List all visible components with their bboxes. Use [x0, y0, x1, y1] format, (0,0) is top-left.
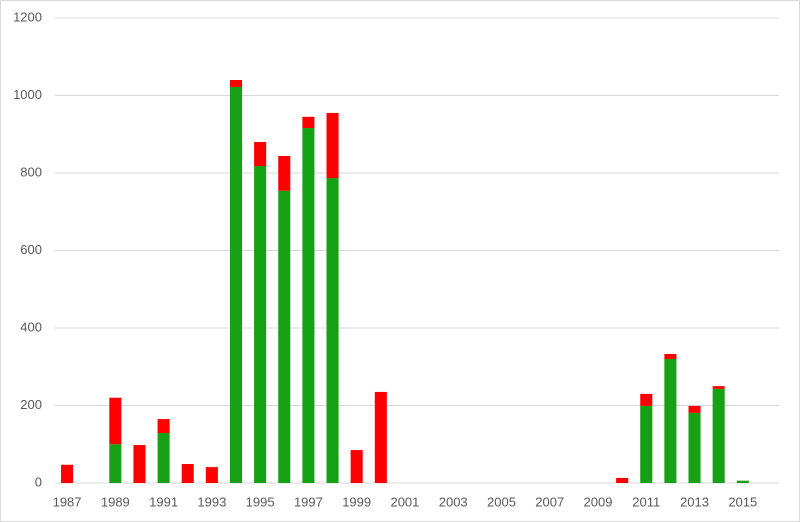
bar-segment	[109, 444, 122, 483]
bar-segment	[736, 480, 749, 483]
bar-segment	[278, 155, 291, 191]
x-tick-label: 1999	[342, 494, 371, 509]
bar-segment	[61, 464, 74, 483]
bar-segment	[254, 142, 267, 167]
bar-segment	[326, 112, 339, 179]
bar-segment	[326, 178, 339, 483]
labels: 0 200 400 600 800 1000 1200 1987 1989 1991 1993 199…	[13, 9, 757, 509]
x-tick-label: 2009	[584, 494, 613, 509]
bar-segment	[712, 386, 725, 389]
bar-segment	[229, 86, 243, 483]
bar-segment	[278, 190, 291, 483]
bar-segment	[712, 388, 725, 483]
y-tick-label: 1200	[13, 9, 42, 24]
bar-segment	[254, 166, 267, 483]
x-tick-label: 1997	[294, 494, 323, 509]
x-tick-label: 2001	[390, 494, 419, 509]
bar-segment	[302, 128, 315, 484]
bar-segment	[157, 419, 170, 434]
x-tick-label: 1989	[101, 494, 130, 509]
grid	[55, 17, 779, 484]
bar-segment	[350, 450, 363, 483]
x-tick-label: 2013	[680, 494, 709, 509]
x-tick-label: 2003	[439, 494, 468, 509]
bar-segment	[205, 467, 218, 483]
bar-segment	[302, 116, 315, 129]
bar-segment	[640, 405, 653, 483]
y-tick-label: 800	[20, 164, 42, 179]
bar-segment	[181, 464, 194, 483]
x-tick-label: 1991	[149, 494, 178, 509]
bar-segment	[688, 405, 701, 413]
x-tick-label: 1987	[53, 494, 82, 509]
y-tick-label: 0	[35, 474, 42, 489]
x-tick-label: 1995	[246, 494, 275, 509]
y-tick-label: 600	[20, 242, 42, 257]
bars	[61, 80, 749, 484]
bar-segment	[157, 433, 170, 483]
bar-segment	[616, 477, 629, 483]
x-tick-label: 2015	[728, 494, 757, 509]
bar-segment	[133, 445, 146, 483]
bar-segment	[688, 412, 701, 483]
y-tick-label: 1000	[13, 87, 42, 102]
bar-segment	[109, 397, 122, 445]
x-tick-label: 1993	[197, 494, 226, 509]
bar-segment	[664, 353, 677, 359]
bar-segment	[229, 80, 243, 87]
bar-segment	[664, 359, 677, 483]
y-tick-label: 400	[20, 319, 42, 334]
bar-segment	[640, 393, 653, 406]
x-tick-label: 2011	[632, 494, 660, 509]
x-tick-label: 2005	[487, 494, 516, 509]
bar-segment	[374, 391, 387, 483]
x-tick-label: 2007	[535, 494, 564, 509]
y-tick-label: 200	[20, 397, 42, 412]
